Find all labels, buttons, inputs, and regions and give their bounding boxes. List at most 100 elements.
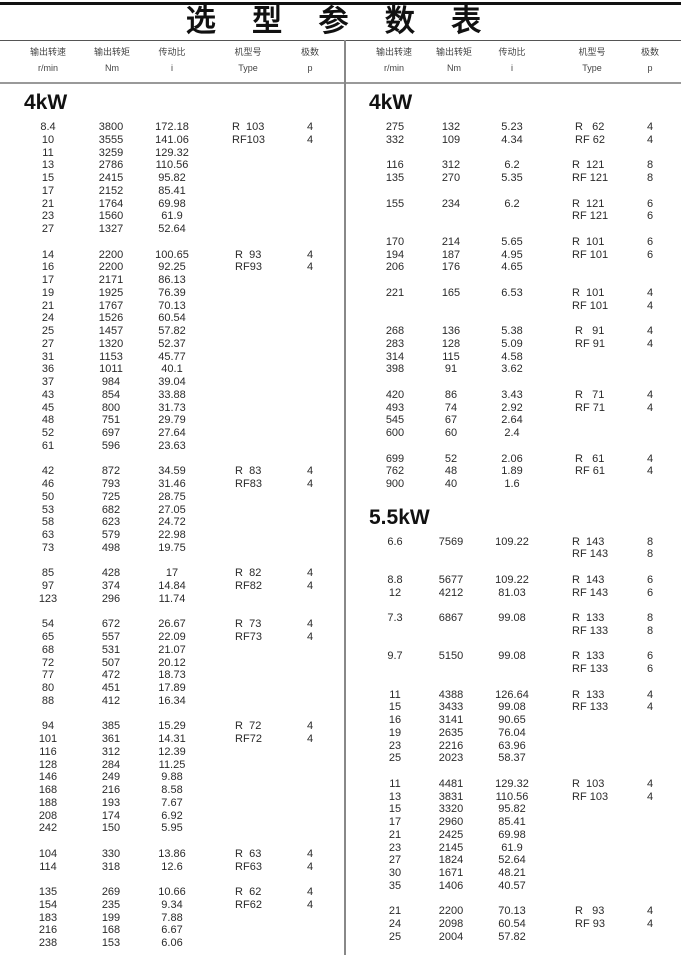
ratio-cell: 86.13 (158, 274, 186, 286)
speed-cell: 155 (385, 197, 405, 210)
ratio-cell: 52.37 (158, 337, 186, 350)
type-cell: R 91 (572, 325, 605, 337)
speed-cell: 65 (41, 631, 55, 643)
speed-cell: 283 (385, 337, 405, 350)
page-title: 选 型 参 数 表 (185, 5, 496, 38)
speed-cell: 25 (388, 752, 402, 765)
table-row: 9.7 5150 99.08 R 133 6 (345, 650, 681, 663)
ratio-cell: 6.2 (504, 197, 520, 210)
table-row: 17 2960 85.41 (345, 816, 681, 829)
ratio-cell: 29.79 (158, 414, 186, 427)
ratio-cell: 4.34 (501, 133, 523, 146)
torque-cell: 174 (101, 809, 121, 822)
table-row: 188 193 7.67 (0, 797, 340, 810)
model-group: 116 312 6.2 R 121 8 135 270 5.35 RF 121 8 (345, 159, 681, 185)
type-cell: R 103 (232, 121, 265, 133)
type-cell: RF72 (232, 733, 262, 745)
torque-cell: 2425 (438, 828, 464, 841)
poles-cell: 4 (306, 133, 314, 146)
speed-cell: 10 (41, 133, 55, 146)
speed-cell: 31 (41, 350, 55, 363)
table-row: 183 199 7.88 (0, 912, 340, 925)
ratio-cell: 76.39 (158, 286, 186, 299)
table-row: 23 2145 61.9 (345, 842, 681, 855)
torque-cell: 1526 (98, 312, 124, 325)
table-row: 168 216 8.58 (0, 784, 340, 797)
torque-cell: 136 (441, 325, 461, 337)
ratio-cell: 40.1 (161, 363, 183, 376)
poles-cell: 6 (646, 663, 654, 675)
speed-cell: 53 (41, 503, 55, 516)
type-cell: R 72 (232, 720, 262, 733)
poles-cell: 4 (646, 133, 654, 146)
torque-cell: 318 (101, 860, 121, 873)
ratio-cell: 57.82 (158, 325, 186, 337)
speed-cell: 545 (385, 414, 405, 427)
poles-cell: 4 (646, 452, 654, 465)
table-row: 17 2171 86.13 (0, 274, 340, 287)
poles-cell: 6 (646, 586, 654, 599)
torque-cell: 2200 (98, 248, 124, 261)
ratio-cell: 7.88 (161, 911, 183, 924)
table-row: 19 1925 76.39 (0, 287, 340, 300)
table-row: 6.6 7569 109.22 R 143 8 (345, 536, 681, 549)
speed-cell: 116 (386, 159, 404, 172)
speed-cell: 114 (39, 860, 57, 873)
torque-cell: 187 (441, 248, 461, 261)
table-row: 146 249 9.88 (0, 771, 340, 784)
table-row: 12 4212 81.03 RF 143 6 (345, 587, 681, 600)
torque-cell: 115 (442, 350, 460, 363)
poles-cell: 6 (646, 210, 654, 223)
torque-cell: 697 (101, 427, 121, 439)
speed-cell: 208 (38, 809, 58, 822)
speed-cell: 183 (38, 911, 58, 924)
ratio-cell: 172.18 (155, 121, 189, 133)
speed-cell: 45 (41, 401, 55, 414)
ratio-cell: 52.64 (498, 854, 526, 867)
type-cell: R 133 (572, 612, 605, 624)
speed-cell: 16 (41, 261, 55, 274)
poles-cell: 4 (306, 121, 314, 133)
table-row: 10 3555 141.06 RF103 4 (0, 134, 340, 147)
table-row: 21 2200 70.13 R 93 4 (345, 905, 681, 918)
poles-cell: 4 (646, 121, 654, 133)
type-cell: R 121 (572, 159, 605, 172)
speed-cell: 154 (38, 898, 58, 911)
speed-cell: 72 (41, 656, 55, 669)
torque-cell: 5150 (438, 650, 464, 663)
speed-cell: 23 (41, 210, 55, 223)
speed-cell: 21 (388, 905, 402, 918)
poles-cell: 4 (646, 790, 654, 803)
poles-cell: 8 (646, 624, 654, 637)
table-row: 21 1764 69.98 (0, 198, 340, 211)
ratio-cell: 26.67 (158, 618, 186, 631)
torque-cell: 284 (101, 758, 121, 771)
torque-cell: 498 (101, 541, 121, 554)
header-label: 极数 (300, 47, 319, 57)
speed-cell: 13 (41, 159, 55, 172)
speed-cell: 27 (388, 854, 402, 867)
speed-cell: 80 (41, 682, 55, 694)
speed-cell: 30 (388, 867, 402, 879)
table-row: 242 150 5.95 (0, 822, 340, 835)
speed-cell: 21 (41, 197, 55, 210)
torque-cell: 176 (441, 261, 461, 274)
ratio-cell: 48.21 (498, 867, 526, 879)
type-cell: RF 101 (572, 248, 609, 261)
ratio-cell: 2.92 (501, 401, 523, 414)
column-header: 输出转速 r/min (20, 44, 76, 76)
table-row: 58 623 24.72 (0, 516, 340, 529)
speed-cell: 85 (41, 567, 55, 580)
speed-cell: 194 (385, 248, 405, 261)
poles-cell: 4 (646, 905, 654, 918)
ratio-cell: 5.95 (161, 822, 183, 835)
table-row: 85 428 17 R 82 4 (0, 567, 340, 580)
poles-cell: 4 (646, 337, 654, 350)
header-label: 输出转矩 (435, 47, 472, 57)
speed-cell: 135 (38, 886, 58, 898)
table-row: 23 2216 63.96 (345, 740, 681, 753)
poles-cell: 4 (306, 261, 314, 274)
type-cell: RF 61 (572, 465, 606, 478)
torque-cell: 2200 (98, 261, 124, 274)
speed-cell: 900 (385, 478, 405, 490)
